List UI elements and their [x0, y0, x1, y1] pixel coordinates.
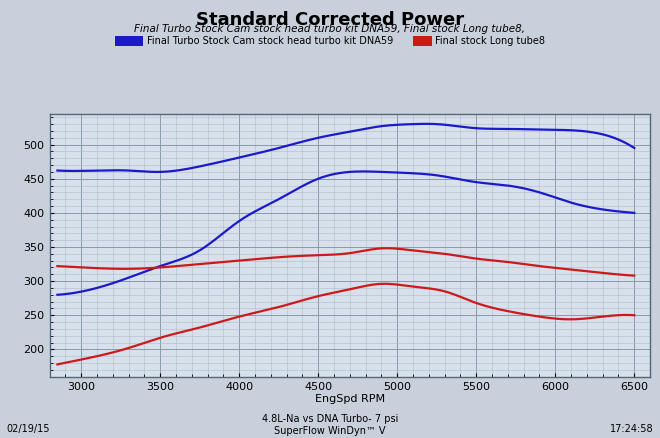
Text: Standard Corrected Power: Standard Corrected Power	[196, 11, 464, 29]
Text: Final Turbo Stock Cam stock head turbo kit DNA59: Final Turbo Stock Cam stock head turbo k…	[147, 36, 393, 46]
Text: 4.8L-Na vs DNA Turbo- 7 psi
SuperFlow WinDyn™ V: 4.8L-Na vs DNA Turbo- 7 psi SuperFlow Wi…	[262, 414, 398, 436]
Text: Final stock Long tube8: Final stock Long tube8	[435, 36, 545, 46]
Text: Final Turbo Stock Cam stock head turbo kit DNA59, Final stock Long tube8,: Final Turbo Stock Cam stock head turbo k…	[135, 24, 525, 34]
Text: 17:24:58: 17:24:58	[610, 424, 653, 434]
X-axis label: EngSpd RPM: EngSpd RPM	[315, 394, 385, 404]
Text: 02/19/15: 02/19/15	[7, 424, 50, 434]
